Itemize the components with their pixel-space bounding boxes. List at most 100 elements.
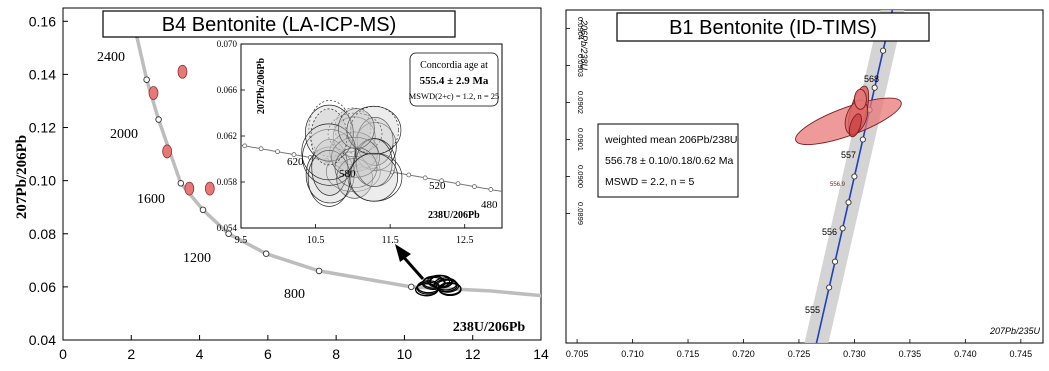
left-concordia-marker: [143, 76, 150, 83]
inset-ellipse: [346, 105, 402, 155]
inset-concordia-marker: [242, 143, 248, 149]
left-y-tick-label: 0.14: [29, 66, 56, 82]
inset-concordia-marker: [422, 175, 428, 181]
right-x-tick-label: 0.715: [677, 349, 700, 359]
inset-y-tick-label: 0.066: [217, 85, 238, 95]
left-age-label-1200: 1200: [183, 251, 211, 266]
inset-concordia-marker: [275, 149, 280, 155]
left-x-ticks: 0 2 4 6 8 10 12 14: [59, 335, 549, 362]
left-x-axis-label: 238U/206Pb: [453, 320, 526, 335]
inset-concordia-marker: [258, 146, 264, 152]
inset-ellipse: [349, 152, 399, 202]
left-concordia-marker: [199, 206, 207, 214]
left-concordia-marker: [408, 283, 415, 291]
left-red-ellipse: [204, 181, 215, 196]
right-y-tick-label: 0.0902: [576, 91, 585, 114]
left-red-ellipses: [148, 64, 215, 196]
right-y-tick-label: 0.0899: [576, 202, 585, 225]
right-red-ellipse: [853, 88, 867, 110]
right-x-tick-label: 0.710: [621, 349, 644, 359]
inset-ellipse: [355, 138, 393, 187]
inset-concordia-marker: [472, 184, 477, 189]
left-x-tick-label: 12: [465, 346, 481, 362]
inset-concordia-marker: [406, 172, 412, 178]
right-y-tick-label: 0.0904: [576, 17, 585, 40]
inset-ellipse-cluster: [301, 100, 403, 207]
right-x-axis-label: 207Pb/235U: [989, 326, 1041, 336]
right-x-ticks: 0.705 0.710 0.715 0.720 0.725 0.730 0.735 0.740…: [566, 339, 1032, 359]
inset-annotation-line2: 555.4 ± 2.9 Ma: [420, 75, 489, 87]
left-black-ellipse: [415, 283, 439, 297]
inset-concordia-marker: [455, 181, 461, 187]
right-concordia-marker: [839, 225, 846, 232]
left-y-tick-label: 0.08: [29, 226, 56, 242]
left-chart: 0.04 0.06 0.08 0.10 0.12 0.14 0.16 0 2 4 6 8 10 12 14…: [14, 7, 549, 362]
left-concordia-marker: [315, 267, 323, 275]
right-x-tick-label: 0.725: [788, 349, 811, 359]
right-x-tick-label: 0.705: [566, 349, 589, 359]
left-y-ticks: 0.04 0.06 0.08 0.10 0.12 0.14 0.16: [29, 13, 68, 348]
right-chart: 0.705 0.710 0.715 0.720 0.725 0.730 0.735 0.740…: [565, 9, 1044, 359]
left-red-ellipse: [148, 86, 159, 100]
left-age-label-1600: 1600: [137, 192, 165, 207]
right-annotation-line1: weighted mean 206Pb/238U: [604, 134, 738, 146]
inset-ellipse: [334, 147, 378, 188]
inset-age-label-580: 580: [339, 168, 356, 180]
right-red-ellipse: [848, 113, 862, 138]
inset-y-tick-label: 0.058: [217, 177, 238, 187]
right-annotation-line2: 556.78 ± 0.10/0.18/0.62 Ma: [605, 155, 734, 167]
left-chart-title: B4 Bentonite (LA-ICP-MS): [162, 14, 397, 36]
right-ellipse-label: 556.9: [830, 182, 846, 188]
inset-y-tick-label: 0.062: [217, 131, 237, 141]
inset-y-tick-label: 0.070: [217, 39, 238, 49]
left-x-tick-label: 6: [264, 346, 272, 362]
inset-x-tick-label: 11.5: [382, 235, 399, 246]
left-age-label-800: 800: [284, 287, 305, 302]
inset-x-tick-label: 10.5: [307, 235, 325, 246]
left-concordia-marker: [155, 116, 162, 123]
inset-age-label-480: 480: [481, 199, 498, 211]
inset-x-axis-label: 238U/206Pb: [428, 210, 480, 221]
left-title-box: [102, 10, 456, 38]
inset-ellipse: [307, 150, 351, 207]
right-y-tick-label: 0.0903: [576, 54, 585, 77]
right-x-tick-label: 0.745: [1010, 349, 1033, 359]
inset-x-ticks: 9.5 10.5 11.5 12.5: [235, 224, 473, 246]
right-age-label-557: 557: [841, 150, 856, 160]
right-age-label-568: 568: [864, 74, 879, 84]
left-y-tick-label: 0.10: [29, 173, 56, 189]
left-red-ellipse: [162, 144, 173, 159]
inset-ellipse: [310, 108, 348, 166]
right-concordia-marker: [880, 47, 887, 54]
right-concordia-marker: [831, 258, 839, 265]
left-concordia-marker: [262, 250, 270, 257]
left-age-label-2400: 2400: [97, 50, 125, 65]
left-x-tick-label: 14: [533, 346, 549, 362]
right-concordia-marker: [845, 199, 852, 206]
right-x-tick-label: 0.730: [843, 349, 866, 359]
left-black-ellipse-cluster: [415, 274, 462, 297]
inset-annotation-line3: MSWD(2+c) = 1.2, n = 25: [409, 91, 500, 101]
left-x-tick-label: 10: [397, 346, 413, 362]
inset-ellipse: [327, 112, 383, 154]
right-concordia-marker: [826, 284, 833, 291]
left-x-tick-label: 4: [196, 346, 204, 362]
left-y-tick-label: 0.12: [29, 120, 56, 136]
right-age-label-555: 555: [805, 305, 820, 315]
inset-concordia-marker: [291, 152, 297, 157]
right-concordia-marker: [859, 136, 866, 143]
right-y-tick-label: 0.0901: [576, 128, 585, 151]
inset-ellipse: [329, 131, 379, 173]
left-x-tick-label: 0: [59, 346, 67, 362]
left-red-ellipse: [184, 181, 195, 196]
right-x-tick-label: 0.740: [954, 349, 977, 359]
left-y-tick-label: 0.04: [29, 332, 56, 348]
left-y-tick-label: 0.06: [29, 279, 56, 295]
left-inset: 0.054 0.058 0.062 0.066 0.070 9.5 10.5 11.5 12.…: [217, 39, 503, 246]
inset-concordia-marker: [439, 178, 444, 184]
right-age-label-556: 556: [822, 227, 837, 237]
right-annotation-line3: MSWD = 2.2, n = 5: [605, 176, 694, 188]
left-red-ellipse: [177, 64, 188, 79]
right-title-box: [616, 12, 930, 42]
